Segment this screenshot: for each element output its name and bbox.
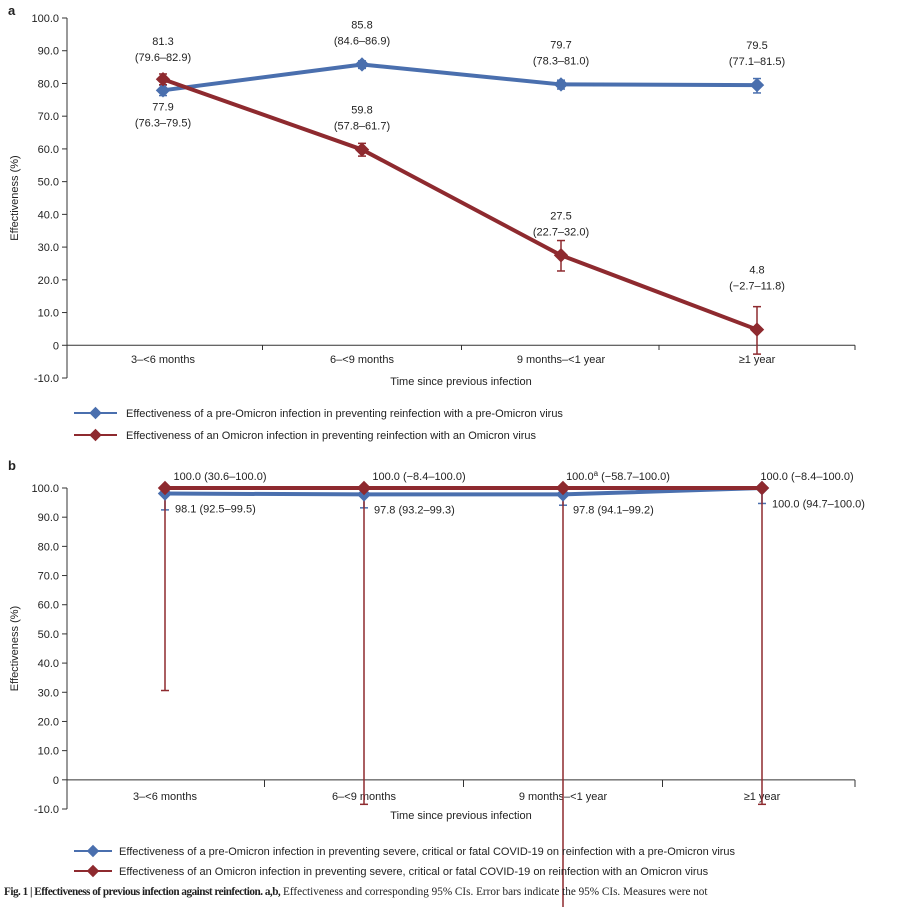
figure-caption: Fig. 1 | Effectiveness of previous infec…: [4, 886, 899, 898]
y-tick-label: 50.0: [38, 177, 59, 189]
y-tick-label: 30.0: [38, 687, 59, 699]
data-label-red-value: 100.0: [566, 471, 594, 483]
data-label-value: 81.3: [152, 36, 173, 48]
data-label-value: 79.5: [746, 40, 767, 52]
series-2-point: [354, 142, 370, 157]
legend-2-label: Effectiveness of an Omicron infection in…: [126, 430, 537, 442]
data-label-red-value: 100.0 (−8.4–100.0): [372, 471, 465, 483]
x-category-label: 3–<6 months: [131, 354, 195, 366]
y-tick-label: 80.0: [38, 541, 59, 553]
data-label-ci: (−2.7–11.8): [729, 281, 785, 293]
caption-bold: Fig. 1 | Effectiveness of previous infec…: [4, 886, 281, 898]
y-tick-label: 20.0: [38, 716, 59, 728]
legend-2-label: Effectiveness of an Omicron infection in…: [119, 866, 709, 878]
y-tick-label: 50.0: [38, 629, 59, 641]
data-label-value: 85.8: [351, 19, 372, 31]
data-label-blue: 100.0 (94.7–100.0): [772, 498, 865, 510]
panel-b-letter: b: [8, 458, 16, 473]
x-axis-title: Time since previous infection: [390, 810, 531, 822]
data-label-red: 100.0 (30.6–100.0): [174, 471, 267, 483]
series-1-point: [553, 77, 569, 92]
y-tick-label: 0: [53, 775, 59, 787]
y-tick-label: 60.0: [38, 600, 59, 612]
data-label-value: 59.8: [351, 105, 372, 117]
series-1-line: [162, 62, 758, 93]
series-2-point: [157, 480, 173, 496]
data-label-blue: 97.8 (93.2–99.3): [374, 504, 455, 516]
y-tick-label: 20.0: [38, 275, 59, 287]
panel-a-chart: a 100.0 90.0 80.0 70.0 60.0 50.0 40.0 30.0 20.0 10…: [8, 3, 856, 442]
series-1-point: [749, 77, 765, 93]
y-tick-label: 60.0: [38, 144, 59, 156]
y-tick-label: 40.0: [38, 209, 59, 221]
legend-1-marker: [89, 406, 102, 420]
data-label-ci: (76.3–79.5): [135, 117, 191, 129]
caption-text: Effectiveness and corresponding 95% CIs.…: [280, 886, 708, 898]
data-label-red-ci: (−58.7–100.0): [598, 471, 670, 483]
x-category-label: 3–<6 months: [133, 791, 197, 803]
y-tick-label: 80.0: [38, 78, 59, 90]
panel-b-chart: b 100.0 90.0 80.0 70.0 60.0 50.0 40.0 30.0 20.0 10…: [8, 458, 865, 907]
y-tick-label: 10.0: [38, 308, 59, 320]
data-label-red: 100.0 (−8.4–100.0): [372, 471, 465, 483]
legend-1-label: Effectiveness of a pre-Omicron infection…: [126, 408, 563, 420]
y-tick-label: -10.0: [34, 373, 59, 385]
y-axis-title: Effectiveness (%): [9, 606, 21, 691]
y-tick-label: 10.0: [38, 746, 59, 758]
y-tick-label: 100.0: [31, 483, 59, 495]
series-1-line: [164, 486, 763, 497]
panel-a-letter: a: [8, 3, 16, 18]
data-label-red-superscript: a: [594, 469, 599, 478]
y-tick-label: -10.0: [34, 804, 59, 816]
legend-1-label: Effectiveness of a pre-Omicron infection…: [119, 846, 736, 858]
x-category-label: 6–<9 months: [330, 354, 394, 366]
y-tick-label: 30.0: [38, 242, 59, 254]
y-tick-label: 100.0: [31, 13, 59, 25]
data-label-red: 100.0a (−58.7–100.0): [566, 469, 670, 483]
data-label-red-value: 100.0 (−8.4–100.0): [760, 471, 853, 483]
data-label-red: 100.0 (−8.4–100.0): [760, 471, 853, 483]
legend-2-marker: [86, 864, 100, 878]
legend-1-marker: [86, 844, 100, 858]
y-tick-label: 40.0: [38, 658, 59, 670]
y-tick-label: 0: [53, 340, 59, 352]
series-2-point: [155, 71, 171, 87]
series-2-point: [555, 480, 571, 496]
data-label-ci: (22.7–32.0): [533, 226, 589, 238]
data-label-ci: (79.6–82.9): [135, 52, 191, 64]
data-label-value: 27.5: [550, 210, 571, 222]
data-label-blue: 98.1 (92.5–99.5): [175, 504, 256, 516]
series-2-point: [553, 248, 569, 263]
data-label-blue: 97.8 (94.1–99.2): [573, 504, 654, 516]
series-2-point: [356, 480, 372, 496]
data-label-ci: (57.8–61.7): [334, 121, 390, 133]
y-tick-label: 90.0: [38, 46, 59, 58]
y-tick-label: 70.0: [38, 571, 59, 583]
data-label-value: 79.7: [550, 39, 571, 51]
y-tick-label: 70.0: [38, 111, 59, 123]
data-label-ci: (84.6–86.9): [334, 35, 390, 47]
series-2-point: [749, 322, 765, 337]
series-2-point: [754, 480, 770, 496]
x-axis-title: Time since previous infection: [390, 376, 531, 388]
series-1-point: [155, 83, 171, 98]
x-category-label: ≥1 year: [739, 354, 776, 366]
series-2-line: [162, 77, 758, 332]
data-label-value: 77.9: [152, 101, 173, 113]
data-label-ci: (78.3–81.0): [533, 55, 589, 67]
y-axis-title: Effectiveness (%): [9, 155, 21, 240]
series-1-point: [354, 57, 370, 72]
legend-2-marker: [89, 428, 102, 442]
data-label-ci: (77.1–81.5): [729, 56, 785, 68]
data-label-red-value: 100.0 (30.6–100.0): [174, 471, 267, 483]
y-tick-label: 90.0: [38, 512, 59, 524]
data-label-value: 4.8: [749, 265, 764, 277]
x-category-label: 9 months–<1 year: [517, 354, 606, 366]
